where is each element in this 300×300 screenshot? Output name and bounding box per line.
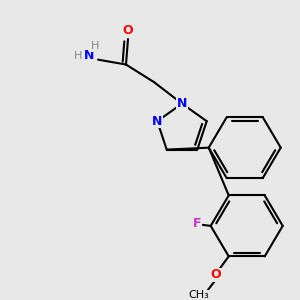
- Text: N: N: [84, 49, 94, 62]
- Text: O: O: [123, 24, 133, 37]
- Text: CH₃: CH₃: [188, 290, 209, 300]
- Text: N: N: [177, 97, 187, 110]
- Text: N: N: [152, 115, 163, 128]
- Text: H: H: [74, 51, 82, 61]
- Text: H: H: [91, 41, 99, 51]
- Text: F: F: [193, 218, 201, 230]
- Text: O: O: [210, 268, 221, 281]
